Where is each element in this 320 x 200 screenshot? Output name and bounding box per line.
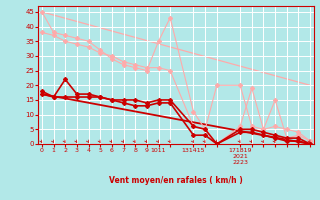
X-axis label: Vent moyen/en rafales ( km/h ): Vent moyen/en rafales ( km/h ) xyxy=(109,176,243,185)
